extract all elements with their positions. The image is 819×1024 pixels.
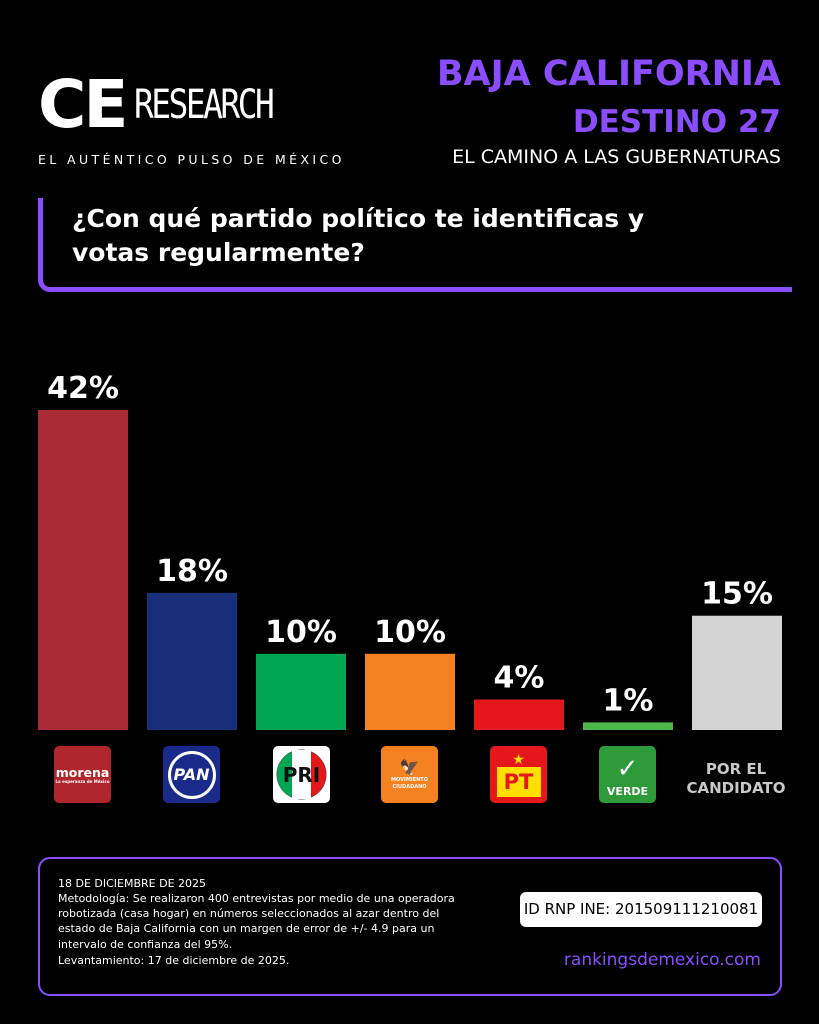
- pt-logo: ★ PT: [490, 746, 547, 803]
- value-label-pan: 18%: [156, 554, 228, 589]
- morena-logo-text: morena: [55, 764, 110, 780]
- bar-pri: [256, 653, 346, 730]
- methodology-panel: [38, 857, 782, 996]
- page-subtitle: DESTINO 27: [572, 104, 781, 140]
- eagle-icon: 🦅: [399, 757, 420, 777]
- bar-chart: 42% 18% 10% 10% 4% 1% 15%: [38, 371, 782, 730]
- page-description: EL CAMINO A LAS GUBERNATURAS: [452, 146, 781, 168]
- survey-question: ¿Con qué partido político te identificas…: [72, 204, 645, 267]
- morena-logo: morena La esperanza de México: [54, 746, 111, 803]
- logo-tagline: EL AUTÉNTICO PULSO DE MÉXICO: [38, 152, 345, 167]
- bar-pt: [474, 699, 564, 730]
- mc-logo: 🦅 MOVIMIENTO CIUDADANO: [381, 746, 438, 803]
- verde-logo-text: VERDE: [606, 784, 649, 798]
- morena-logo-tagline: La esperanza de México: [55, 778, 110, 784]
- bar-pan: [147, 592, 237, 730]
- fieldwork-date: Levantamiento: 17 de diciembre de 2025.: [58, 954, 290, 967]
- survey-date: 18 DE DICIEMBRE DE 2025: [58, 877, 207, 890]
- bar-verde: [583, 722, 673, 730]
- pan-logo: PAN: [163, 746, 220, 803]
- rnp-id-badge: ID RNP INE: 201509111210081: [520, 892, 762, 927]
- toucan-icon: ✓: [616, 753, 639, 784]
- ce-research-logo: CE RESEARCH EL AUTÉNTICO PULSO DE MÉXICO: [38, 66, 341, 170]
- value-label-pt: 4%: [494, 661, 545, 696]
- value-label-pri: 10%: [265, 615, 337, 650]
- pri-logo-graphic: PRI: [276, 749, 327, 800]
- mc-logo-line2: CIUDADANO: [392, 783, 427, 790]
- value-label-verde: 1%: [603, 683, 654, 718]
- value-label-movimiento-ciudadano: 10%: [374, 615, 446, 650]
- mc-logo-line1: MOVIMIENTO: [391, 776, 428, 783]
- value-label-por-el-candidato: 15%: [701, 577, 773, 612]
- verde-logo: ✓ VERDE: [599, 746, 656, 803]
- logo-research-text: RESEARCH: [134, 82, 275, 128]
- candidato-label: POR EL CANDIDATO: [686, 760, 786, 797]
- pri-logo-text: PRI: [283, 763, 321, 787]
- bar-movimiento-ciudadano: [365, 653, 455, 730]
- question-frame: [38, 198, 792, 292]
- pan-logo-circle: PAN: [167, 750, 216, 799]
- website-link[interactable]: rankingsdemexico.com: [563, 950, 761, 970]
- pt-logo-text: PT: [496, 766, 541, 797]
- value-label-morena: 42%: [47, 371, 119, 406]
- bar-por-el-candidato: [692, 615, 782, 730]
- methodology-text: Metodología: Se realizaron 400 entrevist…: [58, 892, 455, 951]
- bar-morena: [38, 410, 128, 730]
- pan-logo-text: PAN: [173, 765, 210, 784]
- logo-ce-text: CE: [38, 66, 129, 143]
- star-icon: ★: [512, 751, 525, 768]
- page-title: BAJA CALIFORNIA: [436, 54, 781, 94]
- pri-logo: PRI: [273, 746, 330, 803]
